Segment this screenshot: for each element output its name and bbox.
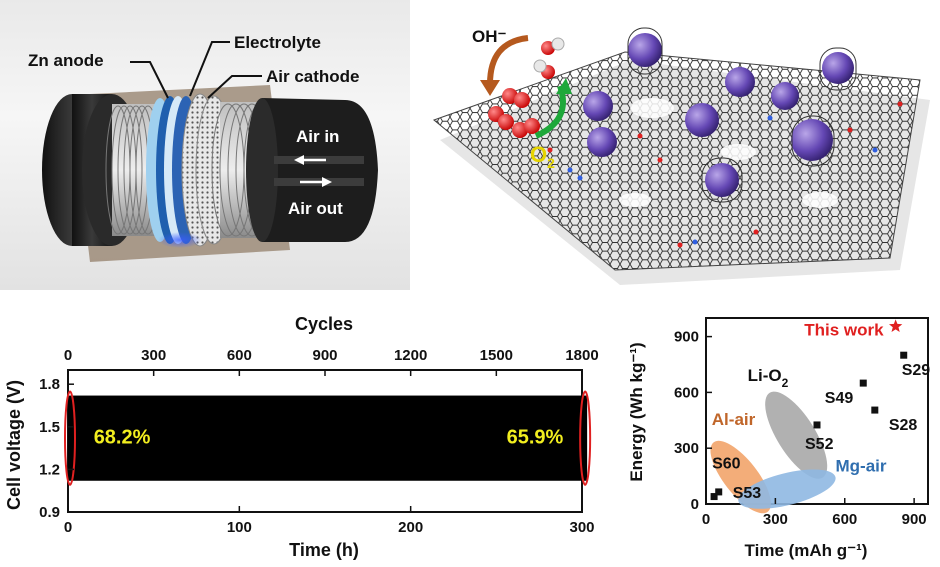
graphene-catalyst-illustration: OH⁻ O2 [420,0,940,290]
zn-anode-label: Zn anode [28,51,104,70]
air-cathode-label: Air cathode [266,67,360,86]
cycling-chart: Cycles Time (h) Cell voltage (V) 0 300 600… [0,310,600,562]
region-label: Al-air [712,410,756,429]
start-highlight-ellipse [64,390,76,486]
bottom-tick-label: 100 [227,519,252,536]
energy-chart-svg: Time (mAh g⁻¹) Energy (Wh kg⁻¹) Li-O2 Al-… [627,317,931,560]
x-tick-label: 300 [763,511,788,528]
top-tick-label: 1200 [394,347,427,364]
point-label: S53 [733,485,762,502]
point-label: S29 [902,362,931,379]
efficiency-annotation: 68.2% [94,427,151,449]
region-label: Mg-air [836,456,887,475]
voltage-band-0 [68,395,588,481]
y-tick-label: 300 [674,440,699,457]
point-label: S28 [889,417,918,434]
cycling-chart-svg: Cycles Time (h) Cell voltage (V) 0 300 600… [4,314,599,560]
hydroxide-arrow [487,35,529,85]
air-out-label: Air out [288,199,343,218]
data-point [900,351,908,359]
top-axis-label: Cycles [295,314,353,334]
bottom-axis-label: Time (h) [289,540,359,560]
point-label: S60 [712,456,741,473]
oxygen-molecules [488,37,565,138]
x-tick-label: 600 [832,511,857,528]
air-in-label: Air in [296,127,339,146]
catalyst-graphic: OH⁻ O2 [433,27,930,285]
battery-illustration: Zn anode Electrolyte Air cathode Air in … [28,33,378,262]
x-tick-label: 0 [702,511,710,528]
top-tick-label: 900 [312,347,337,364]
end-highlight-ellipse [579,390,592,486]
y-axis-label: Energy (Wh kg⁻¹) [627,342,646,481]
bottom-tick-label: 300 [569,519,594,536]
top-tick-label: 300 [141,347,166,364]
data-point [813,421,821,429]
region-label: Li-O2 [748,366,789,390]
bottom-tick-label: 200 [398,519,423,536]
y-tick-label: 1.5 [39,419,60,436]
x-axis-label: Time (mAh g⁻¹) [745,541,868,560]
y-axis-label: Cell voltage (V) [4,380,24,510]
y-tick-label: 0 [691,496,699,513]
top-tick-label: 600 [227,347,252,364]
cathode-end-cap [255,98,378,242]
region-ellipse-0 [765,391,828,479]
hydroxide-label: OH⁻ [472,27,507,46]
point-label: S52 [805,436,834,453]
oxygen-label: O2 [530,142,555,171]
bottom-tick-label: 0 [64,519,72,536]
top-tick-label: 0 [64,347,72,364]
y-tick-label: 0.9 [39,504,60,521]
data-point [859,379,867,387]
dopant-atoms [547,101,903,248]
x-tick-label: 900 [902,511,927,528]
electrolyte-label: Electrolyte [234,33,321,52]
efficiency-annotation: 65.9% [507,427,564,449]
plot-frame [705,317,929,505]
top-tick-label: 1800 [565,347,598,364]
region-ellipse-1 [710,440,771,514]
data-point [710,493,718,501]
region-ellipse-2 [738,469,836,509]
data-point [715,488,723,496]
y-tick-label: 600 [674,384,699,401]
point-label: S49 [825,390,854,407]
graphene-sheet [433,51,921,271]
zn-air-battery-schematic: Zn anode Electrolyte Air cathode Air in … [0,0,410,290]
nanoparticle-spheres [583,33,854,197]
this-work-star [889,319,903,332]
top-tick-label: 1500 [480,347,513,364]
energy-comparison-chart: Time (mAh g⁻¹) Energy (Wh kg⁻¹) Li-O2 Al-… [622,310,940,562]
y-tick-label: 1.2 [39,461,60,478]
data-point [871,406,879,414]
this-work-label: This work [804,320,884,339]
y-tick-label: 900 [674,329,699,346]
y-tick-label: 1.8 [39,376,60,393]
